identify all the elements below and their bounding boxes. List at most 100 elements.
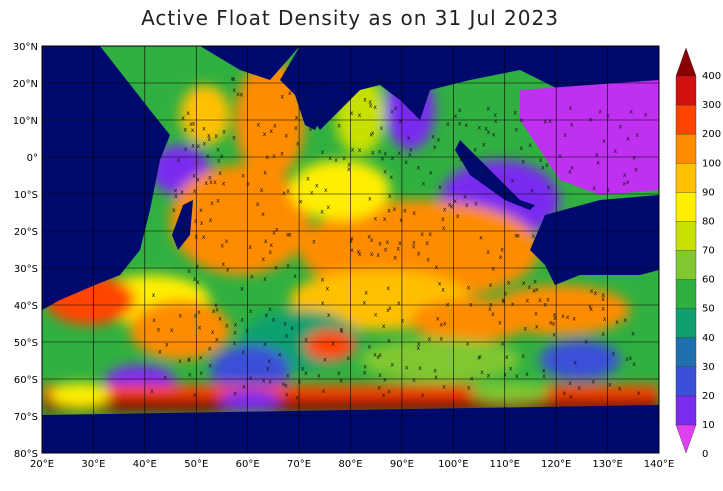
float-marker: x: [337, 370, 341, 377]
float-marker: x: [590, 288, 594, 295]
float-marker: x: [182, 224, 186, 231]
float-marker: x: [373, 104, 377, 111]
float-marker: x: [210, 200, 214, 207]
colorbar-label: 10: [702, 420, 715, 431]
float-marker: x: [327, 312, 331, 319]
lat-tick-label: 30°S: [14, 264, 38, 275]
colorbar-segment: [675, 395, 697, 426]
float-marker: x: [622, 180, 626, 187]
float-marker: x: [324, 187, 328, 194]
colorbar-label: 80: [702, 216, 715, 227]
colorbar-segment: [675, 279, 697, 310]
float-marker: x: [304, 370, 308, 377]
float-marker: x: [615, 319, 619, 326]
float-marker: x: [347, 355, 351, 362]
float-marker: x: [561, 313, 565, 320]
float-marker: x: [222, 129, 226, 136]
float-marker: x: [357, 248, 361, 255]
float-marker: x: [460, 154, 464, 161]
float-marker: x: [212, 308, 216, 315]
float-marker: x: [631, 331, 635, 338]
float-marker: x: [262, 256, 266, 263]
float-marker: x: [463, 151, 467, 158]
float-marker: x: [376, 252, 380, 259]
float-marker: x: [381, 155, 385, 162]
float-marker: x: [632, 361, 636, 368]
colorbar-label: 100: [702, 158, 721, 169]
float-marker: x: [233, 87, 237, 94]
float-marker: x: [440, 322, 444, 329]
float-marker: x: [387, 337, 391, 344]
float-marker: x: [542, 368, 546, 375]
float-marker: x: [184, 127, 188, 134]
float-marker: x: [340, 328, 344, 335]
float-marker: x: [626, 136, 630, 143]
float-marker: x: [318, 109, 322, 116]
float-marker: x: [614, 148, 618, 155]
colorbar-label: 200: [702, 129, 721, 140]
float-marker: x: [525, 371, 529, 378]
float-marker: x: [535, 287, 539, 294]
lon-tick-label: 100°E: [438, 459, 468, 470]
colorbar-segment: [675, 308, 697, 339]
float-marker: x: [505, 354, 509, 361]
float-marker: x: [232, 135, 236, 142]
float-marker: x: [403, 207, 407, 214]
float-marker: x: [601, 306, 605, 313]
float-marker: x: [233, 390, 237, 397]
float-marker: x: [214, 302, 218, 309]
float-marker: x: [548, 118, 552, 125]
float-marker: x: [257, 122, 261, 129]
float-marker: x: [323, 357, 327, 364]
float-marker: x: [636, 132, 640, 139]
float-marker: x: [282, 381, 286, 388]
float-marker: x: [350, 110, 354, 117]
float-marker: x: [262, 377, 266, 384]
float-marker: x: [328, 155, 332, 162]
float-marker: x: [374, 216, 378, 223]
float-marker: x: [233, 330, 237, 337]
float-marker: x: [268, 306, 272, 313]
float-marker: x: [321, 149, 325, 156]
colorbar-segment: [675, 104, 697, 135]
float-marker: x: [263, 131, 267, 138]
float-marker: x: [369, 103, 373, 110]
float-marker: x: [418, 365, 422, 372]
float-marker: x: [478, 353, 482, 360]
float-marker: x: [283, 320, 287, 327]
float-marker: x: [438, 184, 442, 191]
float-marker: x: [263, 341, 267, 348]
float-marker: x: [286, 231, 290, 238]
float-marker: x: [431, 134, 435, 141]
float-marker: x: [266, 366, 270, 373]
float-marker: x: [209, 179, 213, 186]
colorbar-label: 90: [702, 187, 715, 198]
float-marker: x: [401, 318, 405, 325]
float-marker: x: [433, 144, 437, 151]
float-marker: x: [450, 204, 454, 211]
float-marker: x: [480, 369, 484, 376]
float-marker: x: [225, 322, 229, 329]
float-marker: x: [399, 118, 403, 125]
float-marker: x: [637, 390, 641, 397]
float-marker: x: [592, 185, 596, 192]
float-marker: x: [321, 300, 325, 307]
float-marker: x: [619, 123, 623, 130]
float-marker: x: [598, 109, 602, 116]
float-marker: x: [218, 170, 222, 177]
float-marker: x: [404, 159, 408, 166]
float-marker: x: [339, 327, 343, 334]
float-marker: x: [331, 341, 335, 348]
float-marker: x: [573, 359, 577, 366]
float-marker: x: [290, 325, 294, 332]
float-marker: x: [358, 112, 362, 119]
float-marker: x: [456, 213, 460, 220]
float-marker: x: [612, 350, 616, 357]
float-marker: x: [453, 198, 457, 205]
float-marker: x: [150, 388, 154, 395]
float-marker: x: [322, 81, 326, 88]
lon-tick-label: 50°E: [184, 459, 208, 470]
float-marker: x: [474, 200, 478, 207]
float-marker: x: [421, 392, 425, 399]
float-marker: x: [152, 292, 156, 299]
